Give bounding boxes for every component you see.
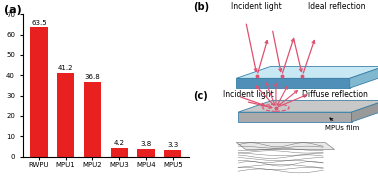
Polygon shape [236,78,350,88]
Text: Incident light: Incident light [223,90,274,99]
Polygon shape [236,142,335,150]
Polygon shape [238,100,378,112]
Bar [30,27,48,157]
Text: 4.2: 4.2 [114,140,125,146]
Text: 36.8: 36.8 [85,74,100,80]
Text: (b): (b) [193,2,209,12]
Text: Diffuse reflection: Diffuse reflection [302,90,368,99]
Bar [110,148,128,157]
Text: 3.3: 3.3 [167,142,178,148]
Bar [57,73,74,157]
Text: 41.2: 41.2 [58,65,73,71]
Text: 63.5: 63.5 [31,20,47,26]
Polygon shape [350,67,378,88]
Text: MPUs film: MPUs film [325,118,359,131]
Polygon shape [238,112,352,122]
Text: 3.8: 3.8 [140,141,152,147]
Bar [84,82,101,157]
Text: (c): (c) [193,91,208,101]
Polygon shape [236,67,378,78]
Polygon shape [352,100,378,122]
Text: Ideal reflection: Ideal reflection [308,2,366,11]
Text: Incident light: Incident light [231,2,281,11]
Text: (a): (a) [4,5,22,15]
Bar [164,150,181,157]
Bar [137,149,155,157]
